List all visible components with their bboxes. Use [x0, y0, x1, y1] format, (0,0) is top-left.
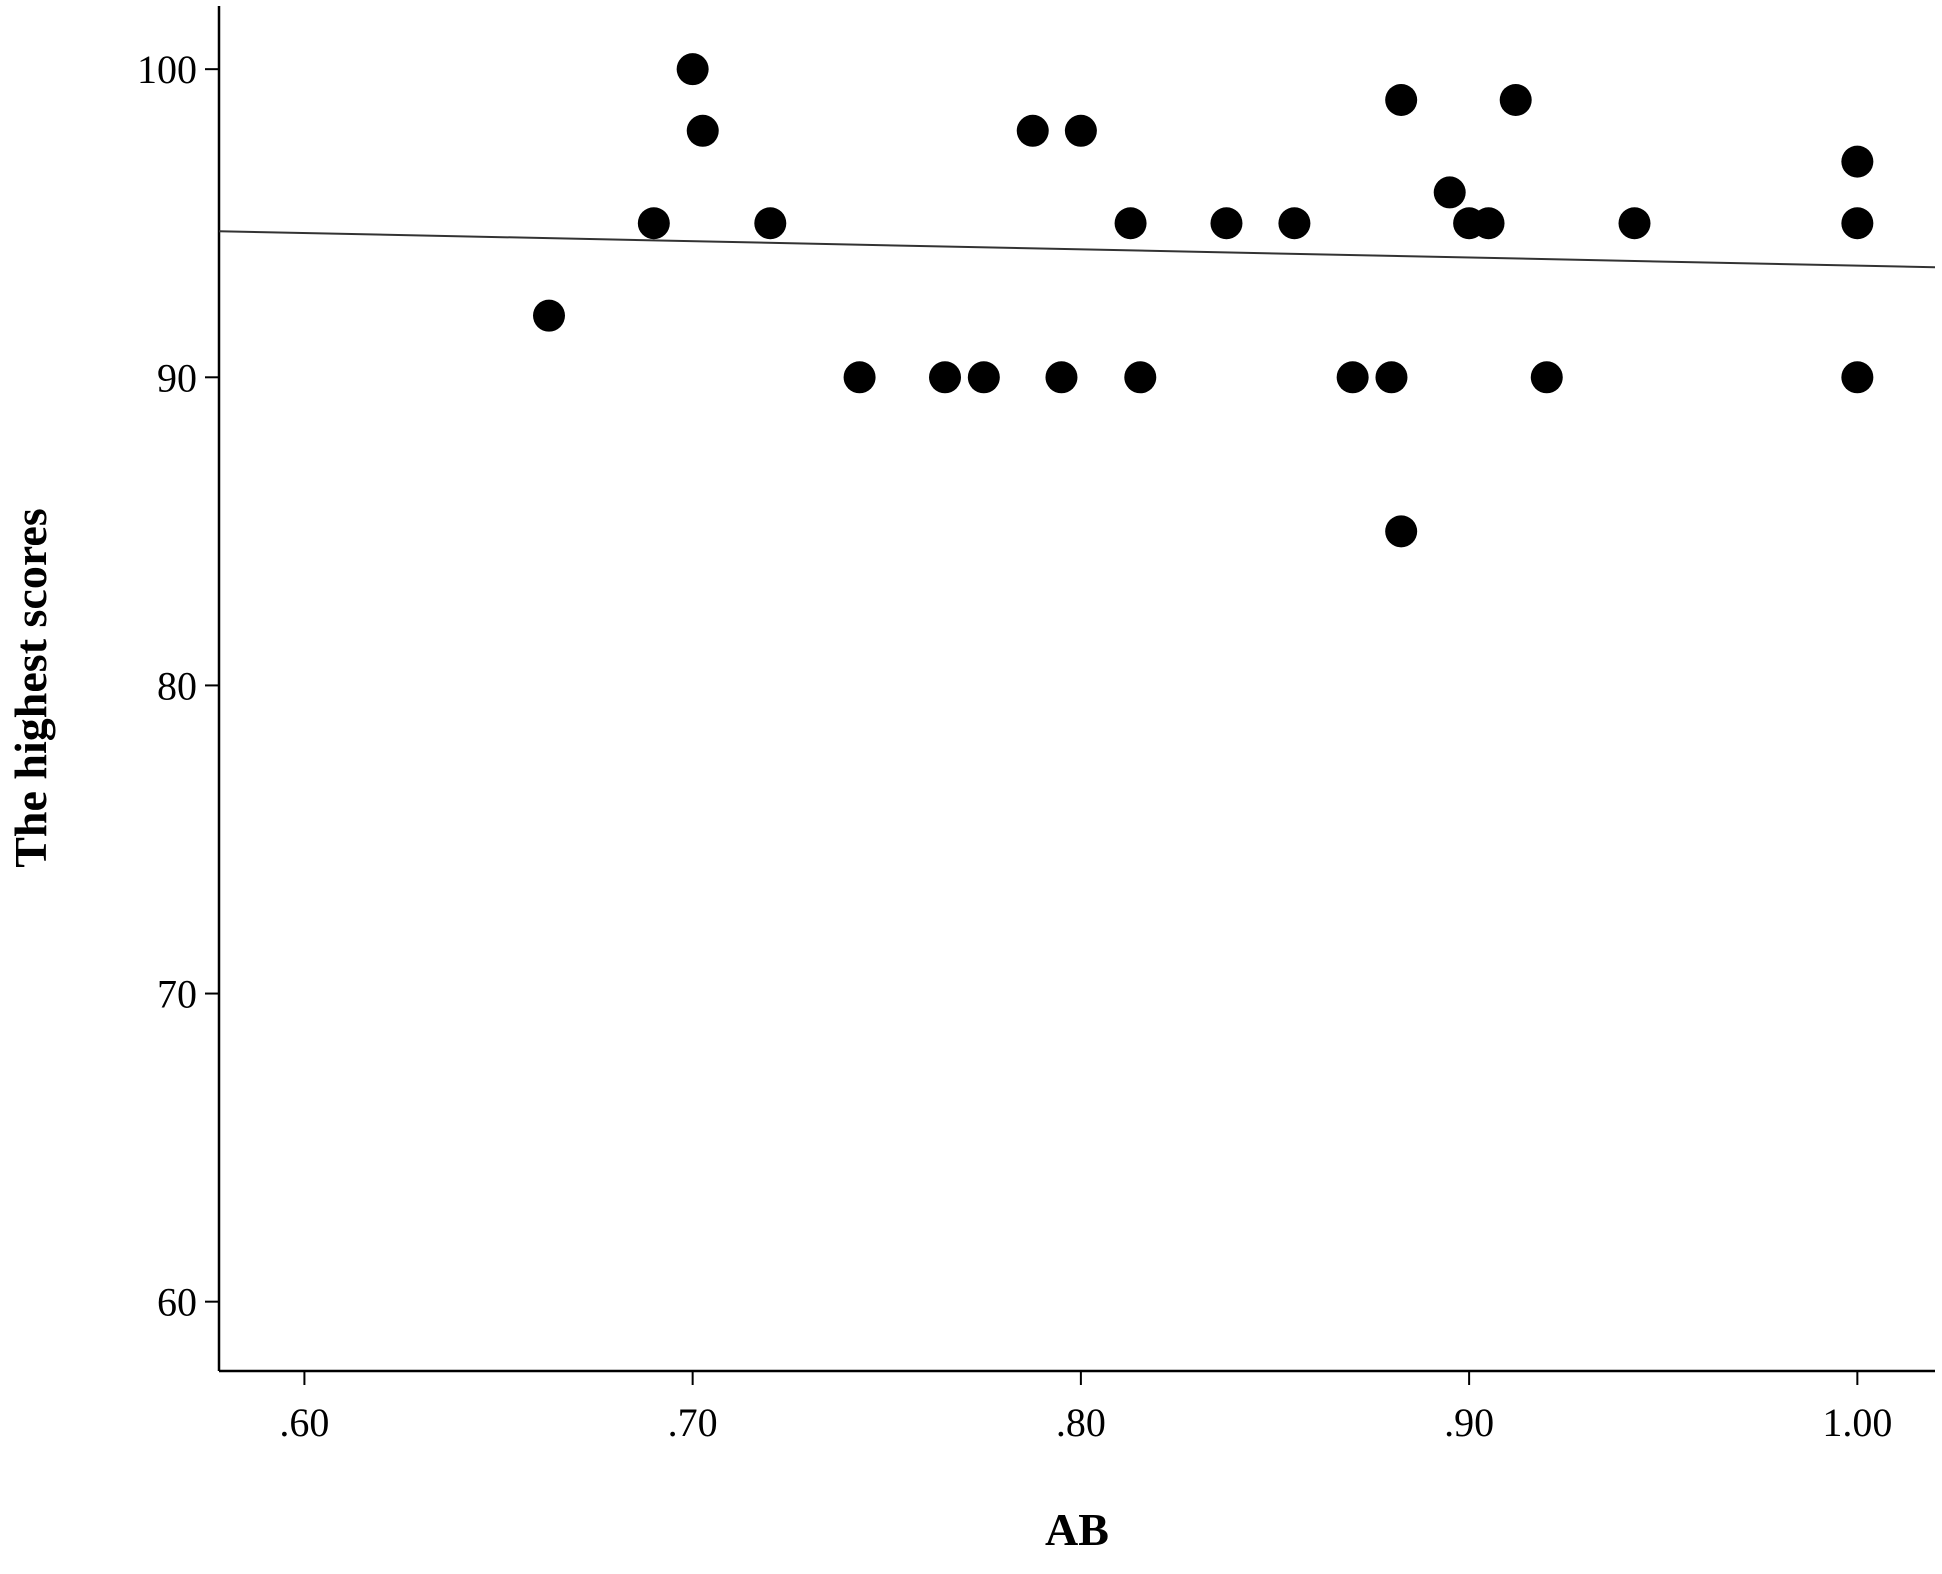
x-tick-label: 1.00 [1822, 1400, 1892, 1445]
point [754, 207, 787, 240]
point [1385, 83, 1418, 116]
point [1124, 361, 1157, 394]
y-tick-label: 70 [157, 972, 197, 1017]
point [1530, 361, 1563, 394]
point [1472, 207, 1505, 240]
y-axis-title: The highest scores [5, 508, 56, 868]
y-tick-label: 60 [157, 1280, 197, 1325]
point [1278, 207, 1311, 240]
y-tick-label: 90 [157, 355, 197, 400]
point [1499, 83, 1532, 116]
point [1841, 145, 1874, 178]
point [1385, 515, 1418, 548]
point [1433, 176, 1466, 209]
point [1016, 114, 1049, 147]
fit-line [218, 230, 1936, 269]
point [1064, 114, 1097, 147]
point [843, 361, 876, 394]
point [1841, 361, 1874, 394]
point [676, 53, 709, 86]
x-tick-label: .90 [1444, 1400, 1494, 1445]
point [1210, 207, 1243, 240]
y-tick-label: 100 [137, 47, 197, 92]
x-axis-title: AB [1045, 1504, 1109, 1555]
point [1618, 207, 1651, 240]
point [686, 114, 719, 147]
point [1336, 361, 1369, 394]
x-tick-label: .80 [1056, 1400, 1106, 1445]
x-tick-label: .70 [668, 1400, 718, 1445]
point [1114, 207, 1147, 240]
y-tick-label: 80 [157, 663, 197, 708]
point [967, 361, 1000, 394]
point [1375, 361, 1408, 394]
x-tick-label: .60 [279, 1400, 329, 1445]
point [929, 361, 961, 394]
point [533, 299, 565, 332]
point [1045, 361, 1078, 394]
point [637, 207, 670, 240]
point [1841, 207, 1874, 240]
